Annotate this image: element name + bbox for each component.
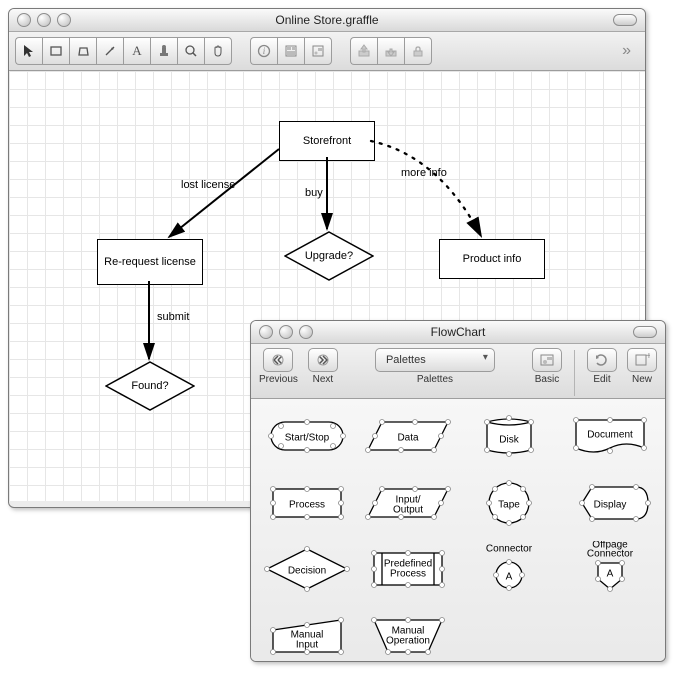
- palette-shape[interactable]: Data: [360, 407, 455, 468]
- palette-title: FlowChart: [251, 325, 665, 339]
- close-icon[interactable]: [259, 325, 273, 339]
- palette-titlebar[interactable]: FlowChart: [251, 321, 665, 344]
- palette-shape[interactable]: Tape: [461, 474, 556, 535]
- svg-text:Input: Input: [295, 639, 317, 650]
- svg-text:Process: Process: [389, 569, 425, 580]
- svg-text:Output: Output: [392, 504, 422, 515]
- polygon-tool-icon[interactable]: [69, 37, 96, 65]
- select-value: Palettes: [386, 354, 426, 366]
- tool-group-inspect: i: [250, 37, 332, 65]
- palette-shape[interactable]: Process: [259, 474, 354, 535]
- label: New: [632, 374, 652, 385]
- palette-shape[interactable]: Display: [562, 474, 657, 535]
- rect-tool-icon[interactable]: [42, 37, 69, 65]
- info-icon[interactable]: i: [250, 37, 277, 65]
- svg-text:Document: Document: [587, 430, 633, 441]
- overflow-icon[interactable]: »: [622, 42, 639, 60]
- pointer-tool-icon[interactable]: [15, 37, 42, 65]
- palette-shape[interactable]: Start/Stop: [259, 407, 354, 468]
- svg-text:Decision: Decision: [287, 566, 325, 577]
- send-back-icon[interactable]: [377, 37, 404, 65]
- hand-tool-icon[interactable]: [204, 37, 232, 65]
- node-storefront[interactable]: Storefront: [279, 121, 375, 161]
- node-label: Storefront: [303, 135, 351, 147]
- tool-group-arrange: [350, 37, 432, 65]
- stencil-icon[interactable]: [304, 37, 332, 65]
- palette-shape[interactable]: ManualInput: [259, 607, 354, 663]
- edge-label-moreinfo: more info: [401, 167, 447, 179]
- traffic-lights[interactable]: [9, 13, 71, 27]
- line-tool-icon[interactable]: [96, 37, 123, 65]
- node-productinfo[interactable]: Product info: [439, 239, 545, 279]
- palette-shape: [461, 607, 556, 663]
- new-button[interactable]: + New: [627, 348, 657, 385]
- node-rerequest[interactable]: Re-request license: [97, 239, 203, 285]
- palette-shape: [562, 607, 657, 663]
- svg-text:Display: Display: [593, 499, 626, 510]
- close-icon[interactable]: [17, 13, 31, 27]
- tool-group-shapes: A: [15, 37, 232, 65]
- lock-icon[interactable]: [404, 37, 432, 65]
- node-label: Found?: [131, 380, 168, 392]
- svg-text:Connector: Connector: [586, 549, 633, 560]
- edit-button[interactable]: Edit: [587, 348, 617, 385]
- svg-text:Tape: Tape: [498, 499, 520, 510]
- next-button[interactable]: Next: [308, 348, 338, 385]
- node-upgrade[interactable]: Upgrade?: [284, 231, 374, 281]
- magnify-tool-icon[interactable]: [177, 37, 204, 65]
- palettes-select[interactable]: Palettes Palettes: [348, 348, 522, 385]
- label: Next: [313, 374, 334, 385]
- palette-shape[interactable]: Connector A: [461, 540, 556, 601]
- palette-shape[interactable]: OffpageConnectorA: [562, 540, 657, 601]
- edge-label-submit: submit: [157, 311, 189, 323]
- bring-front-icon[interactable]: [350, 37, 377, 65]
- label: Palettes: [417, 374, 453, 385]
- traffic-lights[interactable]: [251, 325, 313, 339]
- svg-text:Start/Stop: Start/Stop: [284, 433, 329, 444]
- svg-text:A: A: [606, 569, 613, 580]
- label: Edit: [593, 374, 610, 385]
- palette-shape[interactable]: PredefinedProcess: [360, 540, 455, 601]
- prev-button[interactable]: Previous: [259, 348, 298, 385]
- svg-text:Data: Data: [397, 433, 419, 444]
- svg-text:Connector: Connector: [485, 544, 532, 555]
- minimize-icon[interactable]: [37, 13, 51, 27]
- zoom-icon[interactable]: [57, 13, 71, 27]
- minimize-icon[interactable]: [279, 325, 293, 339]
- stamp-tool-icon[interactable]: [150, 37, 177, 65]
- palette-shape[interactable]: Document: [562, 407, 657, 468]
- svg-text:i: i: [263, 46, 266, 56]
- toolbar-toggle-icon[interactable]: [613, 14, 637, 26]
- svg-text:Process: Process: [288, 499, 324, 510]
- main-toolbar: A i »: [9, 32, 645, 71]
- node-found[interactable]: Found?: [105, 361, 195, 411]
- palette-shape[interactable]: ManualOperation: [360, 607, 455, 663]
- node-label: Re-request license: [104, 256, 196, 268]
- zoom-icon[interactable]: [299, 325, 313, 339]
- toolbar-toggle-icon[interactable]: [633, 326, 657, 338]
- node-label: Upgrade?: [305, 250, 353, 262]
- label: Basic: [535, 374, 559, 385]
- svg-text:Disk: Disk: [499, 435, 519, 446]
- palette-body: Start/Stop Data Disk Document Process Input/O…: [251, 399, 665, 662]
- svg-text:Operation: Operation: [386, 635, 430, 646]
- edge-label-lostlicense: lost license: [181, 179, 235, 191]
- titlebar[interactable]: Online Store.graffle: [9, 9, 645, 32]
- text-tool-icon[interactable]: A: [123, 37, 150, 65]
- outline-icon[interactable]: [277, 37, 304, 65]
- palette-shape[interactable]: Decision: [259, 540, 354, 601]
- label: Previous: [259, 374, 298, 385]
- node-label: Product info: [463, 253, 522, 265]
- palette-shape[interactable]: Disk: [461, 407, 556, 468]
- palette-window: FlowChart Previous Next Palettes Palette…: [250, 320, 666, 662]
- window-title: Online Store.graffle: [9, 13, 645, 27]
- palette-toolbar: Previous Next Palettes Palettes Basic Ed…: [251, 344, 665, 399]
- palette-shape[interactable]: Input/Output: [360, 474, 455, 535]
- svg-text:+: +: [646, 353, 650, 362]
- edge-label-buy: buy: [305, 187, 323, 199]
- basic-button[interactable]: Basic: [532, 348, 562, 385]
- svg-text:A: A: [505, 572, 512, 583]
